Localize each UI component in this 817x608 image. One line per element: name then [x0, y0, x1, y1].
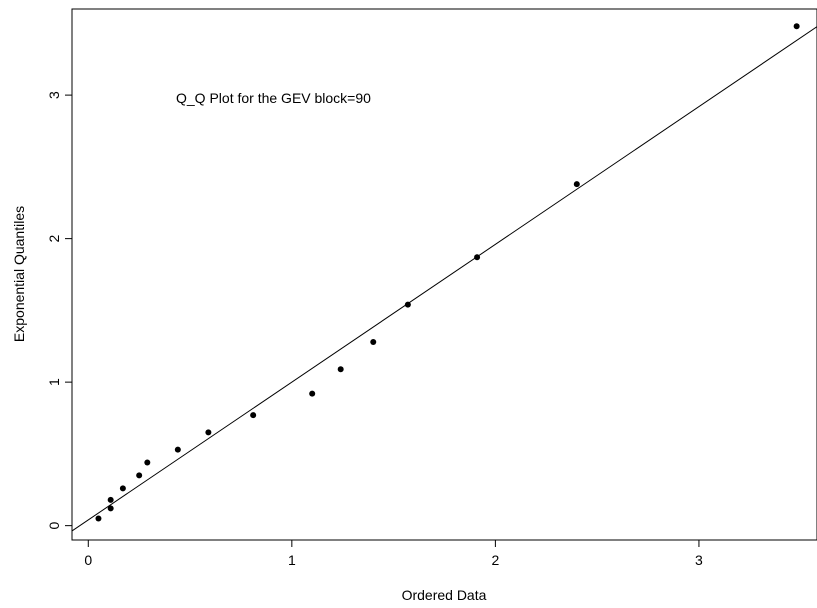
plot-annotation: Q_Q Plot for the GEV block=90 — [176, 90, 371, 106]
data-point — [474, 254, 481, 261]
x-axis: 0 1 2 3 — [84, 540, 703, 568]
x-tick-label: 1 — [288, 552, 296, 568]
x-tick-label: 3 — [695, 552, 703, 568]
data-point — [309, 390, 316, 397]
reference-line — [71, 26, 817, 532]
data-points — [95, 23, 800, 522]
data-point — [370, 338, 377, 345]
y-axis-title: Exponential Quantiles — [11, 206, 27, 342]
x-tick-label: 0 — [84, 552, 92, 568]
data-point — [573, 181, 580, 188]
data-point — [793, 23, 800, 30]
data-point — [404, 301, 411, 308]
data-point — [144, 459, 151, 466]
x-axis-title: Ordered Data — [402, 587, 487, 603]
data-point — [119, 485, 126, 492]
x-tick-label: 2 — [491, 552, 499, 568]
data-point — [95, 515, 102, 522]
y-tick-label: 0 — [46, 522, 62, 530]
y-tick-label: 2 — [46, 235, 62, 243]
data-point — [136, 472, 143, 479]
data-point — [250, 412, 257, 419]
data-point — [107, 505, 114, 512]
plot-frame — [71, 8, 817, 541]
data-point — [205, 429, 212, 436]
y-tick-label: 3 — [46, 91, 62, 99]
data-point — [174, 446, 181, 453]
y-tick-label: 1 — [46, 378, 62, 386]
data-point — [337, 366, 344, 373]
data-point — [107, 496, 114, 503]
y-axis: 0 1 2 3 — [46, 91, 72, 530]
